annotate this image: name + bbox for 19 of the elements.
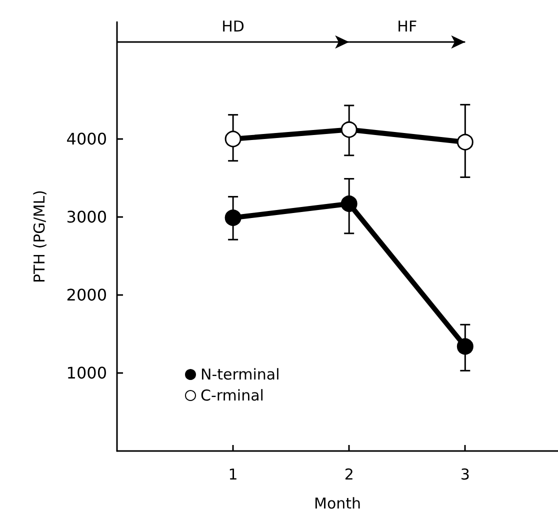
point <box>340 121 358 138</box>
x-tick-label: 1 <box>228 466 238 484</box>
point <box>456 134 474 150</box>
annotation: HD <box>222 18 244 36</box>
point <box>224 130 242 148</box>
y-tick-label: 4000 <box>66 130 107 148</box>
y-axis-title: PTH (PG/ML) <box>30 190 48 283</box>
x-axis-title: Month <box>314 494 362 512</box>
point <box>224 210 242 226</box>
y-tick-label: 2000 <box>66 286 107 304</box>
point <box>340 195 358 212</box>
y-tick-label: 1000 <box>66 364 107 382</box>
x-tick-label: 2 <box>344 466 354 484</box>
legend-label: N-terminal <box>200 366 280 384</box>
x-tick-label: 3 <box>460 466 470 484</box>
point <box>456 338 474 355</box>
y-tick-label: 3000 <box>66 208 107 226</box>
annotation: HF <box>397 18 418 36</box>
legend-label: C-rminal <box>200 386 264 404</box>
